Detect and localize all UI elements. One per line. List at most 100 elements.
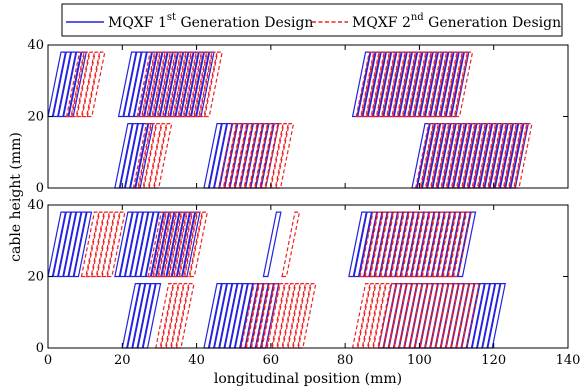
cable-turn-top-s2-b5-20 <box>454 51 474 118</box>
cable-turn-top-s2-b1-5 <box>86 51 106 118</box>
panel-bottom-y-axis: 0 20 40 <box>27 198 569 356</box>
cable-turn-bottom-s1-b7-18 <box>466 283 486 349</box>
cable-turn-bottom-s2-b4-8 <box>276 283 296 349</box>
cable-turn-bottom-s1-b4-7 <box>234 283 254 349</box>
cable-turn-top-s2-b4-12 <box>275 123 295 189</box>
x-axis: 0 20 40 60 80 100 120 140 <box>44 353 580 368</box>
legend-entry-2: MQXF 2nd Generation Design <box>352 12 561 31</box>
cable-turn-bottom-s2-b7-15 <box>424 283 444 349</box>
cable-turn-bottom-s2-b4-12 <box>297 283 317 349</box>
cable-turn-bottom-s2-b7-1 <box>351 283 371 349</box>
cable-turn-bottom-s2-b3-3 <box>165 283 185 349</box>
cable-turn-bottom-s1-b1-2 <box>52 211 72 278</box>
panel-bottom: 0 20 40 <box>27 198 569 356</box>
y-axis-label: cable height (mm) <box>8 132 24 262</box>
cable-turn-bottom-s1-b5-1 <box>262 211 282 278</box>
cable-turn-bottom-s2-b1-6 <box>106 211 126 278</box>
cable-turn-bottom-s2-b4-11 <box>292 283 312 349</box>
cable-turn-bottom-s1-b2-6 <box>140 211 160 278</box>
cable-turn-bottom-s2-b2-8 <box>183 211 203 278</box>
cable-turn-bottom-s1-b7-15 <box>450 283 470 349</box>
legend-box <box>61 3 563 37</box>
cable-turn-bottom-s1-b7-2 <box>383 283 402 349</box>
cable-turn-bottom-s2-b6-16 <box>437 211 457 278</box>
cable-turn-bottom-s2-b7-11 <box>403 283 423 349</box>
cable-turn-top-s2-b1-4 <box>81 51 101 118</box>
y-tick-label-top-40: 40 <box>27 38 44 53</box>
cable-turn-bottom-s2-b6-5 <box>380 211 399 278</box>
y-tick-label-bottom-40: 40 <box>27 198 44 213</box>
cable-turn-top-s1-b2-3 <box>128 51 148 118</box>
cable-turn-top-s2-b1-2 <box>71 51 90 118</box>
cable-turn-bottom-s2-b2-4 <box>163 211 183 278</box>
y-tick-label-bottom-0: 0 <box>36 341 44 356</box>
cable-turn-top-s2-b5-15 <box>428 51 448 118</box>
cable-turn-top-s2-b2-8 <box>172 51 192 118</box>
cable-turn-bottom-s2-b7-2 <box>357 283 376 349</box>
cable-turn-top-s2-b2-10 <box>183 51 203 118</box>
cable-turn-top-s2-b2-3 <box>146 51 166 118</box>
cable-turn-bottom-s2-b7-14 <box>419 283 439 349</box>
x-tick-label-0: 0 <box>44 353 52 368</box>
cable-turn-top-s2-b2-4 <box>152 51 171 118</box>
cable-turn-bottom-s2-b4-9 <box>282 283 301 349</box>
cable-turn-bottom-s2-b7-21 <box>455 283 475 349</box>
cable-turn-bottom-s2-b2-1 <box>147 211 167 278</box>
cable-turn-bottom-s2-b7-9 <box>393 283 413 349</box>
cable-turn-bottom-s1-b7-14 <box>445 283 465 349</box>
cable-turn-bottom-s1-b1-6 <box>73 211 93 278</box>
cable-turn-top-s2-b5-11 <box>407 51 427 118</box>
cable-turn-bottom-s2-b2-6 <box>173 211 193 278</box>
cable-turn-top-s2-b2-1 <box>136 51 156 118</box>
cable-turn-top-s2-b5-16 <box>433 51 453 118</box>
y-tick-label-top-0: 0 <box>36 181 44 196</box>
cable-turn-bottom-s2-b7-16 <box>429 283 449 349</box>
cable-turn-bottom-s2-b1-4 <box>96 211 116 278</box>
cable-turn-top-s2-b2-12 <box>193 51 213 118</box>
cable-turn-bottom-s2-b6-12 <box>416 211 436 278</box>
cable-turn-bottom-s2-b7-20 <box>450 283 470 349</box>
cable-turn-bottom-s1-b1-4 <box>62 211 82 278</box>
cable-turn-bottom-s2-b2-9 <box>189 211 209 278</box>
cable-turn-bottom-s1-b7-4 <box>393 283 413 349</box>
legend-entry-2-rest: Generation Design <box>424 15 561 31</box>
cable-turn-top-s2-b5-19 <box>449 51 469 118</box>
cable-turn-top-s2-b5-14 <box>423 51 443 118</box>
panel-top: 0 20 40 <box>27 38 569 196</box>
cable-turn-bottom-s2-b4-10 <box>287 283 307 349</box>
cable-turn-bottom-s2-b2-2 <box>152 211 172 278</box>
cable-turn-bottom-s2-b7-18 <box>440 283 460 349</box>
cable-turn-bottom-s1-b7-19 <box>471 283 491 349</box>
cable-turn-bottom-s1-b2-5 <box>134 211 154 278</box>
cable-turn-bottom-s2-b7-22 <box>461 283 480 349</box>
cable-turn-top-s2-b5-1 <box>355 51 375 118</box>
cable-turn-top-s1-b4-3 <box>213 123 233 189</box>
cable-turn-top-s1-b2-1 <box>117 51 137 118</box>
cable-turn-bottom-s2-b6-7 <box>390 211 410 278</box>
cable-turn-bottom-s2-b6-1 <box>359 211 379 278</box>
cable-turn-bottom-s1-b7-21 <box>481 283 501 349</box>
cable-turn-bottom-s1-b7-6 <box>403 283 423 349</box>
cable-turn-bottom-s1-b2-4 <box>129 211 149 278</box>
cable-turn-bottom-s1-b7-1 <box>377 283 397 349</box>
cable-turn-top-s2-b5-8 <box>391 51 411 118</box>
cable-turn-top-s2-b5-5 <box>376 51 396 118</box>
x-tick-label-80: 80 <box>337 353 354 368</box>
cable-turn-bottom-s2-b7-6 <box>377 283 397 349</box>
panel-top-marks <box>47 51 533 189</box>
cable-turn-top-s2-b5-6 <box>381 51 401 118</box>
cable-turn-bottom-s2-b6-2 <box>364 211 384 278</box>
cable-turn-bottom-s2-b1-1 <box>80 211 100 278</box>
cable-turn-top-s2-b5-7 <box>386 51 406 118</box>
cable-turn-top-s2-b4-11 <box>270 123 290 189</box>
cable-turn-bottom-s1-b7-7 <box>409 283 428 349</box>
cable-turn-bottom-s1-b4-2 <box>208 283 228 349</box>
cable-turn-bottom-s2-b6-6 <box>385 211 405 278</box>
cable-turn-bottom-s2-b3-5 <box>175 283 195 349</box>
legend-entry-1-rest: Generation Design <box>176 15 313 31</box>
cable-turn-top-s2-b5-3 <box>365 51 385 118</box>
cable-turn-top-s2-b5-18 <box>443 51 463 118</box>
cable-turn-top-s2-b2-14 <box>204 51 223 118</box>
cable-turn-top-s1-b1-1 <box>47 51 67 118</box>
cable-turn-bottom-s1-b2-3 <box>124 211 144 278</box>
